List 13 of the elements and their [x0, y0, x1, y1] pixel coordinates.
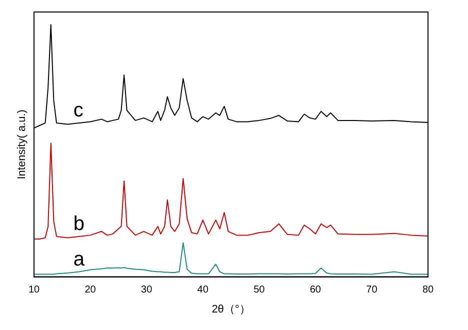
x-tick-label: 60 — [310, 284, 322, 296]
x-tick-label: 70 — [366, 284, 378, 296]
x-tick-label: 30 — [141, 284, 153, 296]
x-tick-label: 50 — [254, 284, 266, 296]
x-tick-label: 10 — [28, 284, 40, 296]
series-label: c — [73, 100, 84, 122]
x-tick-label: 20 — [84, 284, 96, 296]
x-tick-label: 40 — [197, 284, 209, 296]
series-label: a — [73, 248, 86, 271]
series-label: b — [73, 213, 85, 236]
y-axis-title: Intensity( a.u.) — [16, 110, 28, 180]
x-tick-label: 80 — [422, 284, 434, 296]
x-axis-title: 2θ（°） — [212, 303, 250, 316]
